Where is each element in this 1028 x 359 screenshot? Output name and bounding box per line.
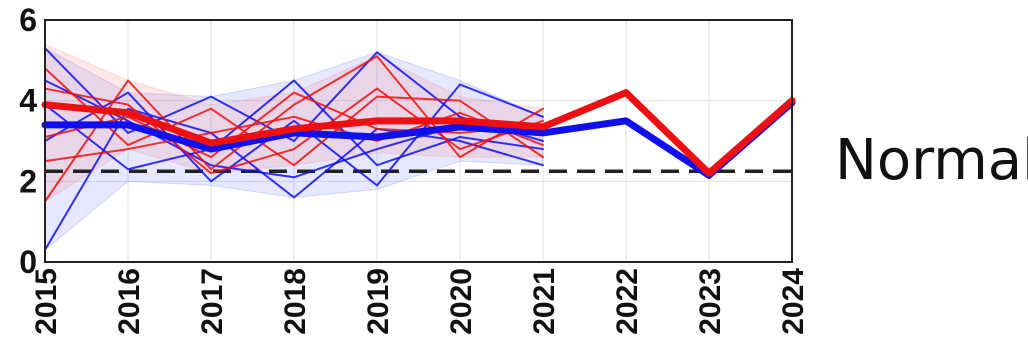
x-tick-label: 2015: [30, 268, 63, 335]
plot-area-border: [44, 19, 793, 263]
x-tick-label: 2024: [777, 268, 810, 335]
y-tick-label: 0: [19, 244, 37, 280]
x-tick-label: 2019: [362, 268, 395, 335]
x-tick-label: 2017: [196, 268, 229, 335]
x-tick-label: 2022: [611, 268, 644, 335]
mean-series-line: [41, 89, 796, 177]
sample-series-line: [44, 83, 544, 187]
sample-series-line: [44, 87, 544, 175]
series-lines: [41, 47, 796, 251]
sample-series-line: [44, 47, 544, 142]
sample-series-line: [44, 91, 544, 159]
y-tick-label: 6: [19, 2, 37, 38]
side-label: Normal: [835, 128, 1028, 193]
x-tick-label: 2016: [113, 268, 146, 335]
x-tick-label: 2018: [279, 268, 312, 335]
x-tick-label: 2020: [445, 268, 478, 335]
y-tick-label: 4: [19, 83, 37, 119]
sample-series-line: [44, 111, 544, 163]
sample-series-line: [44, 55, 544, 203]
sample-series-line: [44, 67, 544, 167]
y-tick-labels: 0 2 4 6: [19, 2, 37, 280]
plot-frame: [44, 19, 793, 263]
x-tick-label: 2021: [528, 268, 561, 335]
mean-series-line: [41, 99, 796, 179]
sample-series-line: [44, 107, 544, 251]
x-tick-label: 2023: [694, 268, 727, 335]
x-tick-labels: 2015 2016 2017 2018 2019 2020 2021 2022 2023 2024: [30, 268, 810, 335]
y-tick-label: 2: [19, 163, 37, 199]
sample-series-line: [44, 79, 544, 171]
